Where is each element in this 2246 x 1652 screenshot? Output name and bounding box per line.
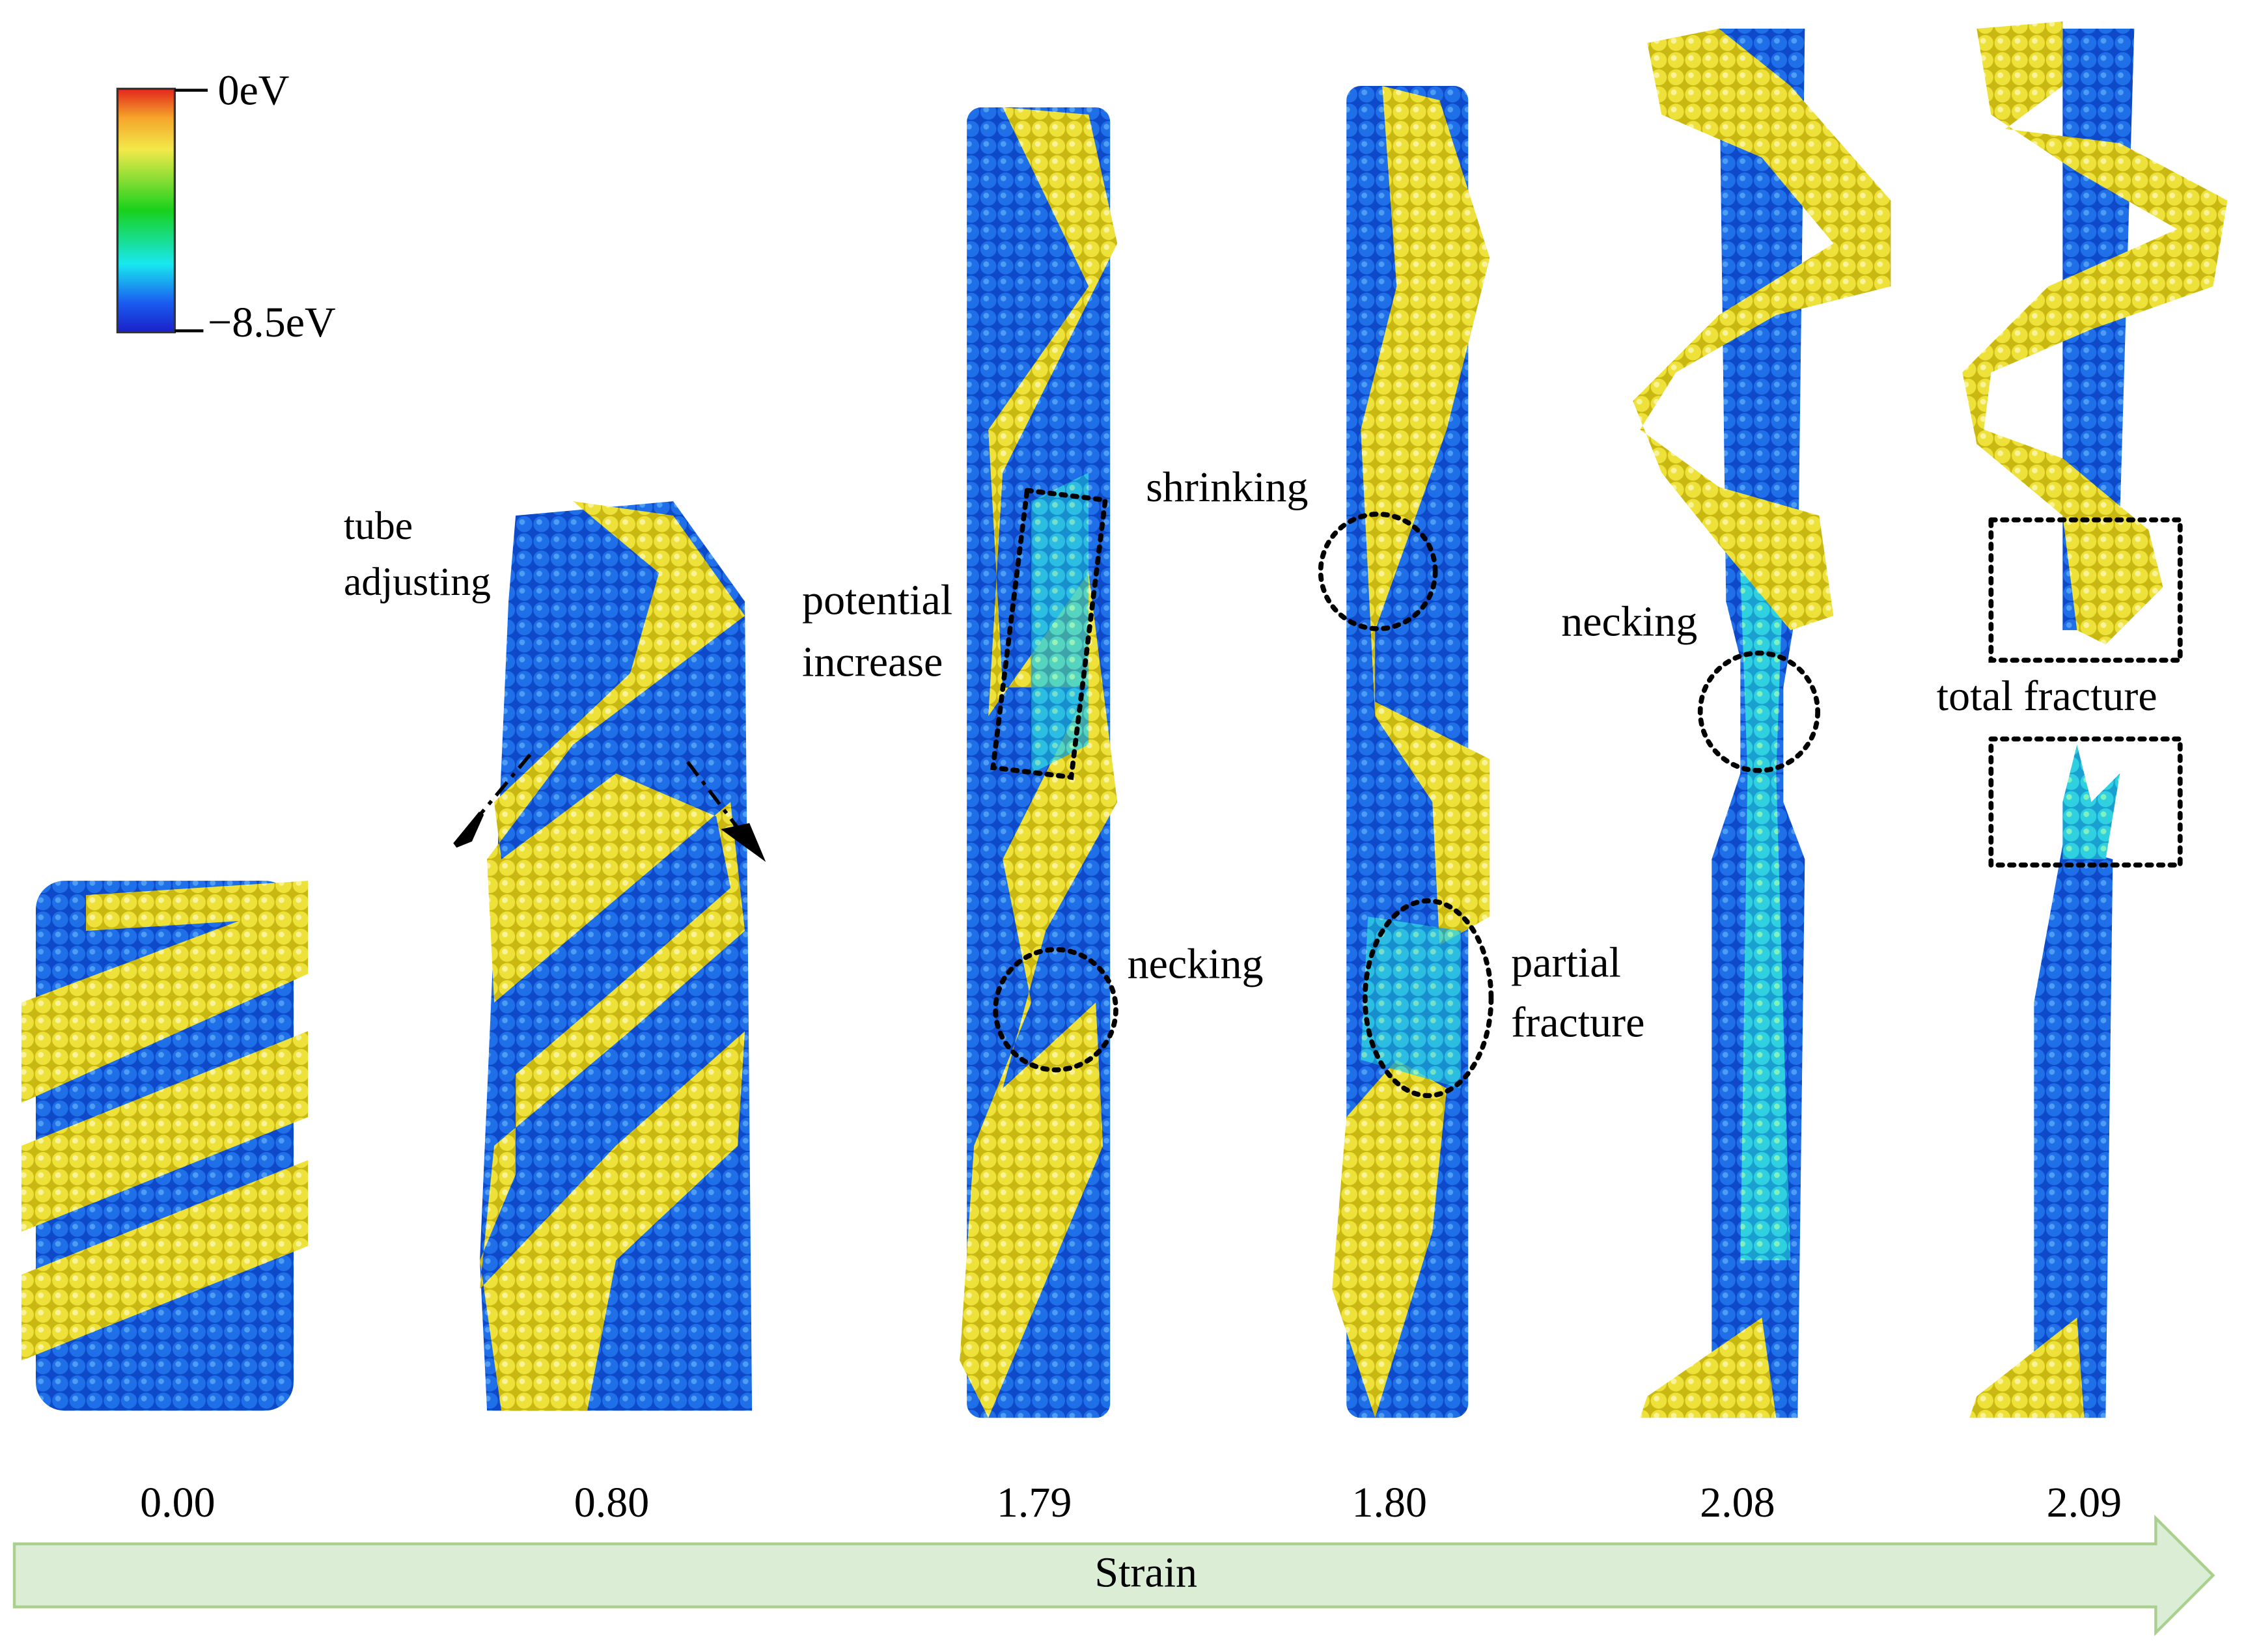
colorbar-max: 0eV [217,66,289,114]
strain-label: 2.08 [1700,1479,1775,1526]
annotation-box [990,488,1109,780]
annotation-box [1988,736,2183,868]
strain-label: 1.80 [1352,1479,1426,1526]
annotation: potential [802,577,952,624]
arrow-head [453,811,766,862]
strain-arrow [12,1514,2215,1636]
tube-2 [960,107,1118,1418]
tube-0 [21,881,309,1411]
annotation-circle [1697,650,1820,773]
strain-label: 0.00 [140,1479,215,1526]
annotation-circle [1362,898,1494,1099]
colorbar-min: −8.5eV [208,299,336,346]
arrow [471,753,743,835]
annotation: partial [1511,939,1621,986]
tube-4 [1633,29,1891,1418]
tube-3 [1332,86,1490,1418]
colorbar [116,87,176,334]
annotation: necking [1561,598,1697,646]
annotation: fracture [1511,999,1644,1047]
annotation-circle [993,946,1118,1073]
annotation: necking [1128,941,1264,988]
annotation: increase [802,638,943,685]
annotation: shrinking [1146,463,1308,511]
strain-label: 2.09 [2047,1479,2122,1526]
annotation: adjusting [344,560,491,604]
annotation-box [1988,517,2183,663]
annotation: total fracture [1937,672,2157,720]
annotation: tube [344,504,413,548]
tube-5 [1962,21,2228,1418]
strain-label: 1.79 [997,1479,1072,1526]
annotation-circle [1318,512,1438,631]
axis-label: Strain [1094,1549,1197,1597]
tube-1 [480,501,753,1411]
strain-label: 0.80 [574,1479,650,1526]
